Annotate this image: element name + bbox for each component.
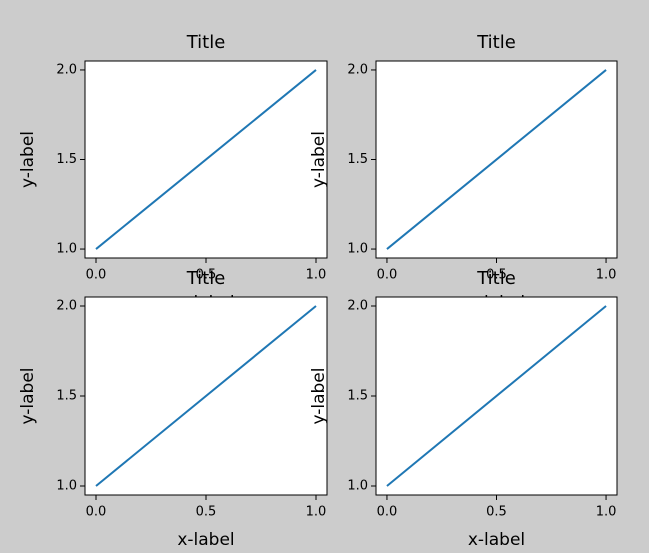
y-tick-label: 2.0: [56, 299, 77, 314]
y-tick-label: 1.5: [56, 152, 77, 167]
axes-frame: [84, 60, 328, 259]
y-tick-label: 1.5: [347, 152, 368, 167]
line: [386, 69, 607, 250]
subplot: 0.0 0.5 1.0 1.0 1.5 2.0 Title x-label y-label: [309, 268, 618, 550]
y-axis-label: y-label: [309, 131, 329, 188]
y-tick-label: 1.5: [347, 389, 368, 404]
x-tick-label: 1.0: [306, 505, 327, 520]
x-tick-label: 0.0: [86, 505, 107, 520]
chart-title: Title: [186, 268, 226, 289]
x-tick-label: 0.0: [86, 268, 107, 283]
x-axis-label: x-label: [177, 530, 234, 550]
chart-title: Title: [476, 268, 516, 289]
y-axis-label: y-label: [309, 367, 329, 424]
y-tick-label: 2.0: [347, 299, 368, 314]
y-tick-label: 2.0: [56, 62, 77, 77]
x-axis-label: x-label: [468, 530, 525, 550]
x-tick-label: 1.0: [596, 268, 617, 283]
chart-title: Title: [476, 32, 516, 53]
y-tick-label: 1.0: [347, 242, 368, 257]
x-tick-label: 0.0: [377, 268, 398, 283]
y-tick-label: 1.0: [56, 242, 77, 257]
x-tick-label: 0.5: [196, 268, 217, 283]
subplot: 0.0 0.5 1.0 1.0 1.5 2.0 Title x-label y-label: [18, 268, 328, 550]
y-tick-label: 1.0: [347, 479, 368, 494]
x-tick-label: 0.5: [196, 505, 217, 520]
axes-frame: [375, 60, 618, 259]
x-tick-label: 1.0: [306, 268, 327, 283]
y-axis-label: y-label: [18, 367, 38, 424]
x-tick-label: 0.5: [486, 505, 507, 520]
y-tick-label: 1.0: [56, 479, 77, 494]
y-tick-label: 1.5: [56, 389, 77, 404]
axes-frame: [375, 296, 618, 496]
x-tick-label: 0.5: [486, 268, 507, 283]
y-tick-label: 2.0: [347, 62, 368, 77]
x-tick-label: 0.0: [377, 505, 398, 520]
axes-frame: [84, 296, 328, 496]
line: [95, 69, 317, 250]
chart-title: Title: [186, 32, 226, 53]
line: [95, 305, 317, 487]
line: [386, 305, 607, 487]
y-axis-label: y-label: [18, 131, 38, 188]
x-tick-label: 1.0: [596, 505, 617, 520]
